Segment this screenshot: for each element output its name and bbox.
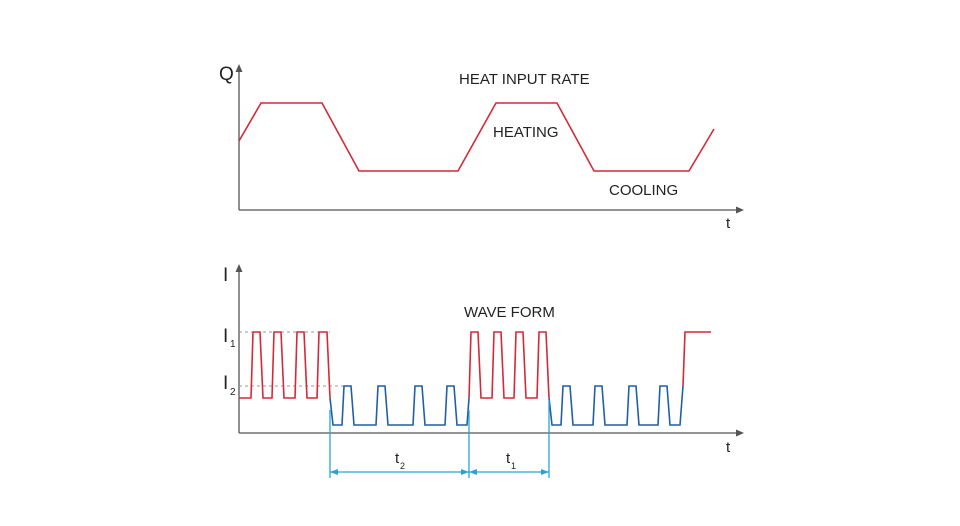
wave-form-title: WAVE FORM [464,304,555,321]
waveform-heating-segment-1 [239,331,331,399]
t2-label: t [395,450,400,467]
cooling-label: COOLING [609,182,678,199]
waveform-plot: I t WAVE FORM I 1 I 2 t [223,264,744,478]
heat-input-plot: Q t HEAT INPUT RATE HEATING COOLING [219,64,744,232]
svg-text:2: 2 [230,387,236,398]
t1-dimension: t 1 [469,400,550,478]
t2-dimension: t 2 [329,410,470,478]
svg-text:I: I [223,373,228,394]
svg-text:1: 1 [230,339,236,350]
heat-input-rate-title: HEAT INPUT RATE [459,71,590,88]
waveform-cooling-segment-2 [548,385,684,426]
q-axis-label: Q [219,64,234,85]
i-axis-arrow [235,264,243,272]
t-axis-top-label: t [726,215,731,232]
waveform-cooling-segment-1 [329,385,470,426]
svg-text:I: I [223,326,228,347]
t1-subscript: 1 [511,461,516,471]
t2-subscript: 2 [400,461,405,471]
waveform-heating-final [682,331,711,387]
level-i1-label: I 1 [223,326,236,350]
t-axis-top-arrow [736,206,744,214]
t-axis-bottom-arrow [736,429,744,437]
t1-label: t [506,450,511,467]
heat-input-curve [238,102,715,172]
i-axis-label: I [223,265,228,286]
waveform-heating-segment-2 [468,331,550,399]
t-axis-bottom-label: t [726,439,731,456]
level-i2-label: I 2 [223,373,236,398]
heating-label: HEATING [493,124,559,141]
q-axis-arrow [235,64,243,72]
